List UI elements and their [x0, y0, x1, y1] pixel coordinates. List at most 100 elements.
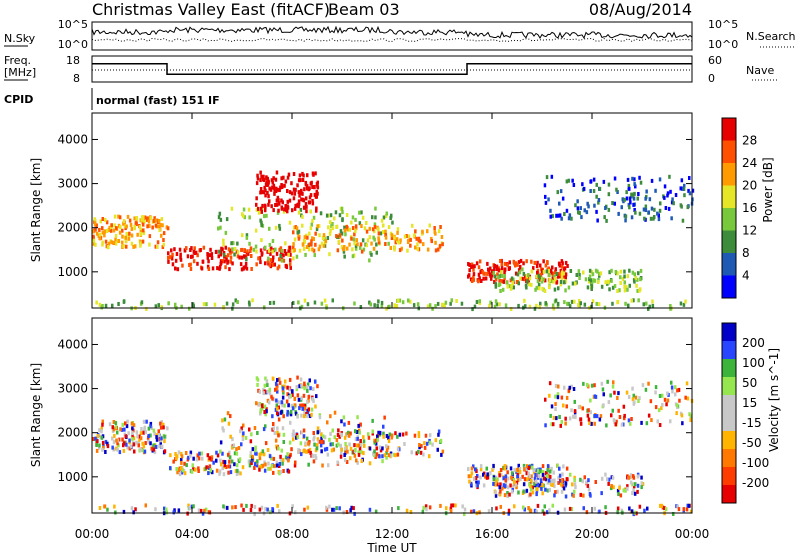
scatter-cell	[306, 411, 310, 416]
scatter-cell	[631, 474, 635, 479]
freq-left-tick-bottom: 8	[73, 72, 80, 85]
scatter-cell	[542, 269, 546, 274]
scatter-cell	[278, 201, 281, 206]
scatter-cell	[578, 303, 581, 308]
scatter-cell	[471, 264, 475, 269]
scatter-cell	[277, 417, 281, 422]
scatter-cell	[538, 305, 541, 310]
scatter-cell	[632, 196, 636, 201]
scatter-cell	[141, 448, 145, 453]
scatter-cell	[283, 207, 286, 212]
scatter-cell	[305, 449, 308, 454]
scatter-cell	[224, 465, 228, 469]
scatter-cell	[279, 253, 282, 258]
scatter-cell	[385, 211, 388, 216]
scatter-cell	[554, 490, 557, 495]
scatter-cell	[396, 434, 399, 439]
scatter-cell	[214, 250, 218, 254]
scatter-cell	[463, 512, 466, 517]
scatter-cell	[560, 216, 563, 221]
scatter-cell	[424, 504, 428, 509]
scatter-cell	[181, 263, 184, 268]
scatter-cell	[274, 387, 277, 392]
scatter-cell	[540, 486, 543, 491]
scatter-cell	[225, 217, 229, 222]
scatter-cell	[278, 471, 281, 476]
scatter-cell	[216, 266, 219, 271]
scatter-cell	[132, 423, 136, 428]
scatter-cell	[543, 278, 547, 283]
scatter-cell	[320, 301, 324, 306]
colorbar-segment	[722, 485, 736, 504]
scatter-cell	[619, 493, 623, 498]
scatter-cell	[272, 183, 276, 188]
scatter-cell	[206, 255, 209, 260]
scatter-cell	[582, 493, 585, 498]
scatter-cell	[122, 509, 126, 514]
scatter-cell	[318, 233, 321, 238]
scatter-cell	[476, 474, 479, 478]
scatter-cell	[305, 186, 309, 191]
scatter-cell	[519, 477, 522, 481]
scatter-cell	[114, 233, 118, 238]
scatter-cell	[663, 506, 666, 511]
scatter-cell	[351, 215, 355, 220]
scatter-cell	[250, 432, 253, 437]
scatter-cell	[275, 186, 278, 191]
scatter-cell	[604, 505, 607, 510]
scatter-cell	[287, 172, 291, 177]
scatter-cell	[359, 422, 362, 427]
scatter-cell	[106, 507, 109, 512]
scatter-cell	[559, 280, 563, 284]
scatter-cell	[685, 507, 689, 512]
scatter-cell	[113, 214, 117, 219]
scatter-cell	[646, 506, 649, 511]
scatter-cell	[263, 404, 267, 409]
scatter-cell	[683, 193, 686, 198]
scatter-cell	[309, 450, 312, 455]
scatter-cell	[586, 285, 590, 290]
scatter-cell	[358, 446, 362, 451]
scatter-cell	[235, 463, 239, 468]
scatter-cell	[250, 461, 253, 465]
scatter-cell	[219, 252, 223, 257]
scatter-cell	[253, 512, 256, 517]
scatter-cell	[276, 430, 279, 435]
scatter-cell	[625, 390, 629, 395]
scatter-cell	[540, 276, 543, 281]
scatter-cell	[532, 266, 535, 271]
scatter-cell	[231, 302, 235, 307]
scatter-cell	[288, 440, 292, 445]
scatter-cell	[536, 482, 540, 487]
scatter-cell	[301, 406, 304, 411]
scatter-cell	[383, 453, 387, 458]
scatter-cell	[360, 210, 363, 215]
scatter-cell	[154, 445, 158, 449]
scatter-cell	[418, 445, 421, 450]
scatter-cell	[299, 441, 303, 446]
scatter-cell	[292, 196, 296, 201]
scatter-cell	[614, 269, 618, 274]
scatter-cell	[320, 449, 323, 454]
scatter-cell	[474, 467, 477, 472]
scatter-cell	[160, 444, 164, 449]
scatter-cell	[422, 242, 425, 247]
colorbar-segment	[722, 185, 736, 209]
scatter-cell	[531, 465, 534, 470]
scatter-cell	[221, 418, 224, 423]
scatter-cell	[314, 231, 317, 236]
scatter-cell	[611, 384, 615, 389]
scatter-cell	[144, 441, 147, 445]
scatter-cell	[154, 507, 157, 512]
scatter-cell	[169, 255, 172, 260]
scatter-cell	[267, 180, 270, 185]
scatter-cell	[277, 405, 280, 410]
scatter-cell	[313, 300, 317, 305]
scatter-cell	[271, 396, 274, 401]
scatter-cell	[620, 205, 623, 210]
colorbar-segment	[722, 413, 736, 432]
scatter-cell	[113, 504, 116, 509]
scatter-cell	[309, 386, 312, 391]
scatter-cell	[530, 259, 533, 264]
scatter-cell	[107, 228, 111, 232]
